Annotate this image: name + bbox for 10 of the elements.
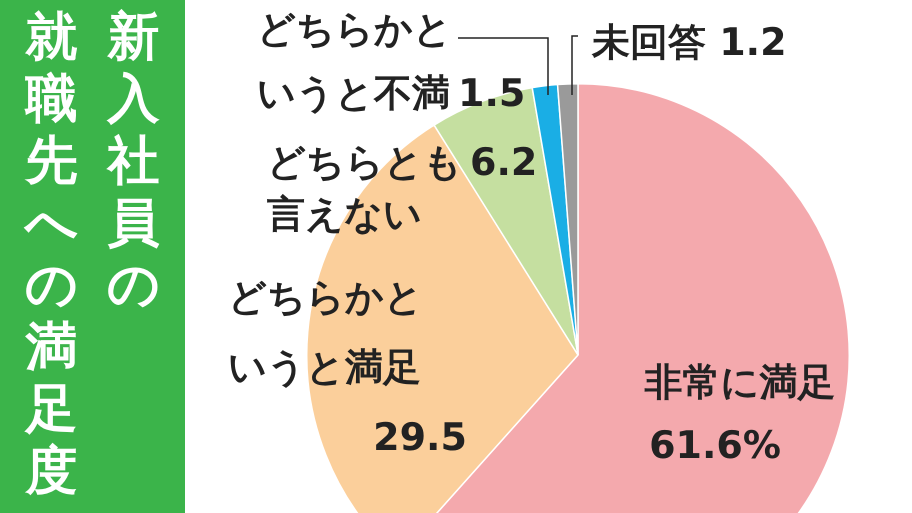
slice-label: 未回答 1.2: [591, 20, 787, 64]
slice-label: 非常に満足: [644, 360, 836, 404]
slice-label: どちらとも言えない: [266, 140, 462, 236]
data-label: 61.6%: [649, 422, 781, 467]
slice-label: どちらかというと不満: [257, 6, 452, 115]
data-label: 6.2: [470, 140, 538, 184]
data-label: 29.5: [373, 414, 467, 459]
chart-title: 新入社員の就職先への満足度: [25, 7, 160, 501]
slice-label: どちらかというと満足: [228, 274, 423, 389]
data-label: 1.5: [458, 70, 526, 115]
